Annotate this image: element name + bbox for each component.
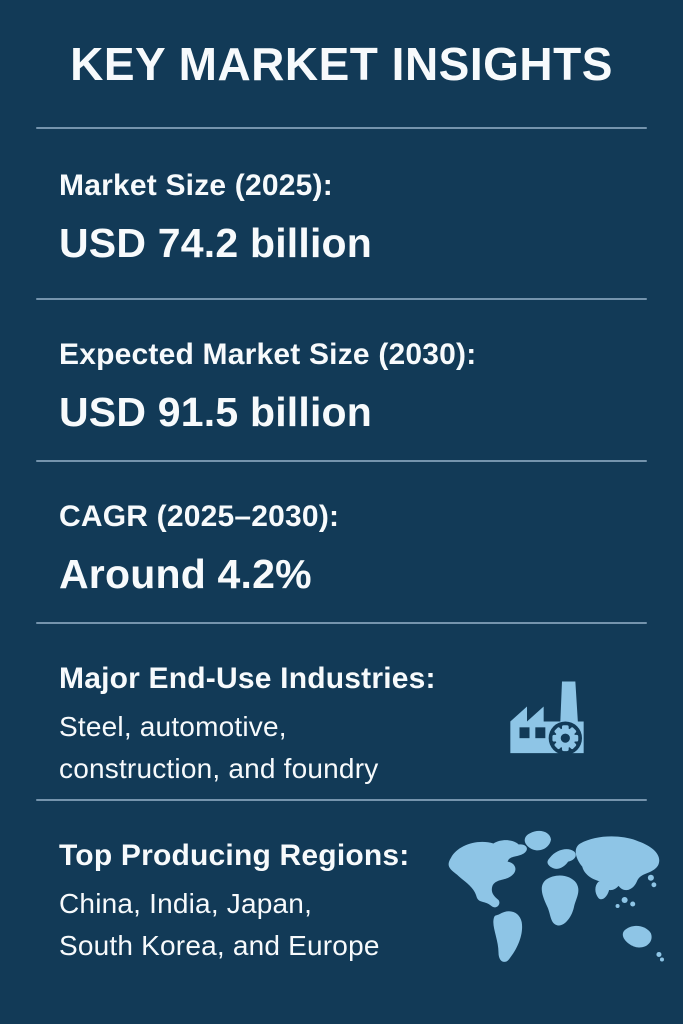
section-value: USD 91.5 billion (59, 389, 373, 435)
divider (36, 298, 647, 300)
section-cagr: CAGR (2025–2030): Around 4.2% (0, 462, 683, 622)
section-expected-market-size-2030: Expected Market Size (2030): USD 91.5 bi… (0, 300, 683, 460)
section-body-line: China, India, Japan, (59, 888, 313, 919)
section-label: Top Producing Regions: (59, 839, 410, 872)
divider (36, 622, 647, 624)
divider (36, 127, 647, 129)
section-label: Expected Market Size (2030): (59, 338, 477, 371)
page-title: KEY MARKET INSIGHTS (70, 38, 613, 90)
section-label: CAGR (2025–2030): (59, 500, 340, 533)
section-body-line: construction, and foundry (59, 753, 379, 784)
divider (36, 799, 647, 801)
section-value: USD 74.2 billion (59, 220, 373, 266)
section-end-use-industries: Major End-Use Industries: Steel, automot… (0, 624, 683, 799)
section-label: Market Size (2025): (59, 169, 333, 202)
section-body-line: Steel, automotive, (59, 711, 287, 742)
divider (36, 460, 647, 462)
section-top-producing-regions: Top Producing Regions: China, India, Jap… (0, 801, 683, 976)
factory-icon (497, 662, 597, 776)
section-body: China, India, Japan, South Korea, and Eu… (59, 883, 647, 967)
section-value: Around 4.2% (59, 551, 312, 597)
section-body-line: South Korea, and Europe (59, 930, 380, 961)
section-market-size-2025: Market Size (2025): USD 74.2 billion (0, 129, 683, 298)
world-map-icon (443, 827, 665, 979)
section-label: Major End-Use Industries: (59, 662, 436, 695)
section-body: Steel, automotive, construction, and fou… (59, 706, 647, 790)
